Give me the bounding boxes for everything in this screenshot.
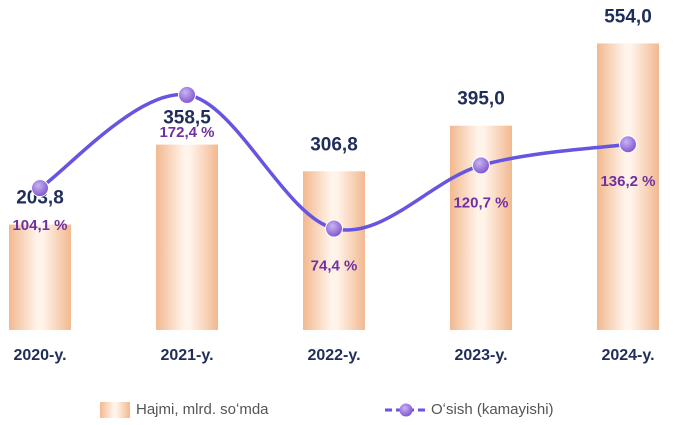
- legend-label: Oʻsish (kamayishi): [431, 401, 554, 418]
- value-label: 104,1 %: [12, 217, 67, 234]
- line-marker: [325, 219, 343, 238]
- x-tick-label: 2021-y.: [160, 347, 213, 364]
- line-marker: [472, 156, 490, 175]
- legend-swatch: [399, 403, 413, 417]
- value-label: 554,0: [604, 6, 652, 27]
- value-label: 136,2 %: [600, 173, 655, 190]
- x-tick-label: 2022-y.: [307, 347, 360, 364]
- x-tick-label: 2020-y.: [13, 347, 66, 364]
- bar: [450, 125, 512, 330]
- legend-swatch: [100, 402, 130, 418]
- bar: [9, 224, 71, 330]
- value-label: 395,0: [457, 89, 505, 110]
- bar: [303, 171, 365, 330]
- line-marker: [619, 135, 637, 154]
- value-label: 172,4 %: [159, 124, 214, 141]
- x-tick-label: 2023-y.: [454, 347, 507, 364]
- value-label: 120,7 %: [453, 194, 508, 211]
- value-label: 74,4 %: [311, 258, 358, 275]
- value-label: 358,5: [163, 108, 211, 129]
- value-label: 203,8: [16, 188, 64, 209]
- bar: [597, 43, 659, 331]
- line-marker: [178, 85, 196, 104]
- legend-label: Hajmi, mlrd. soʻmda: [136, 401, 269, 418]
- bar: [156, 144, 218, 330]
- value-label: 306,8: [310, 134, 358, 155]
- line-marker: [31, 179, 49, 198]
- x-tick-label: 2024-y.: [601, 347, 654, 364]
